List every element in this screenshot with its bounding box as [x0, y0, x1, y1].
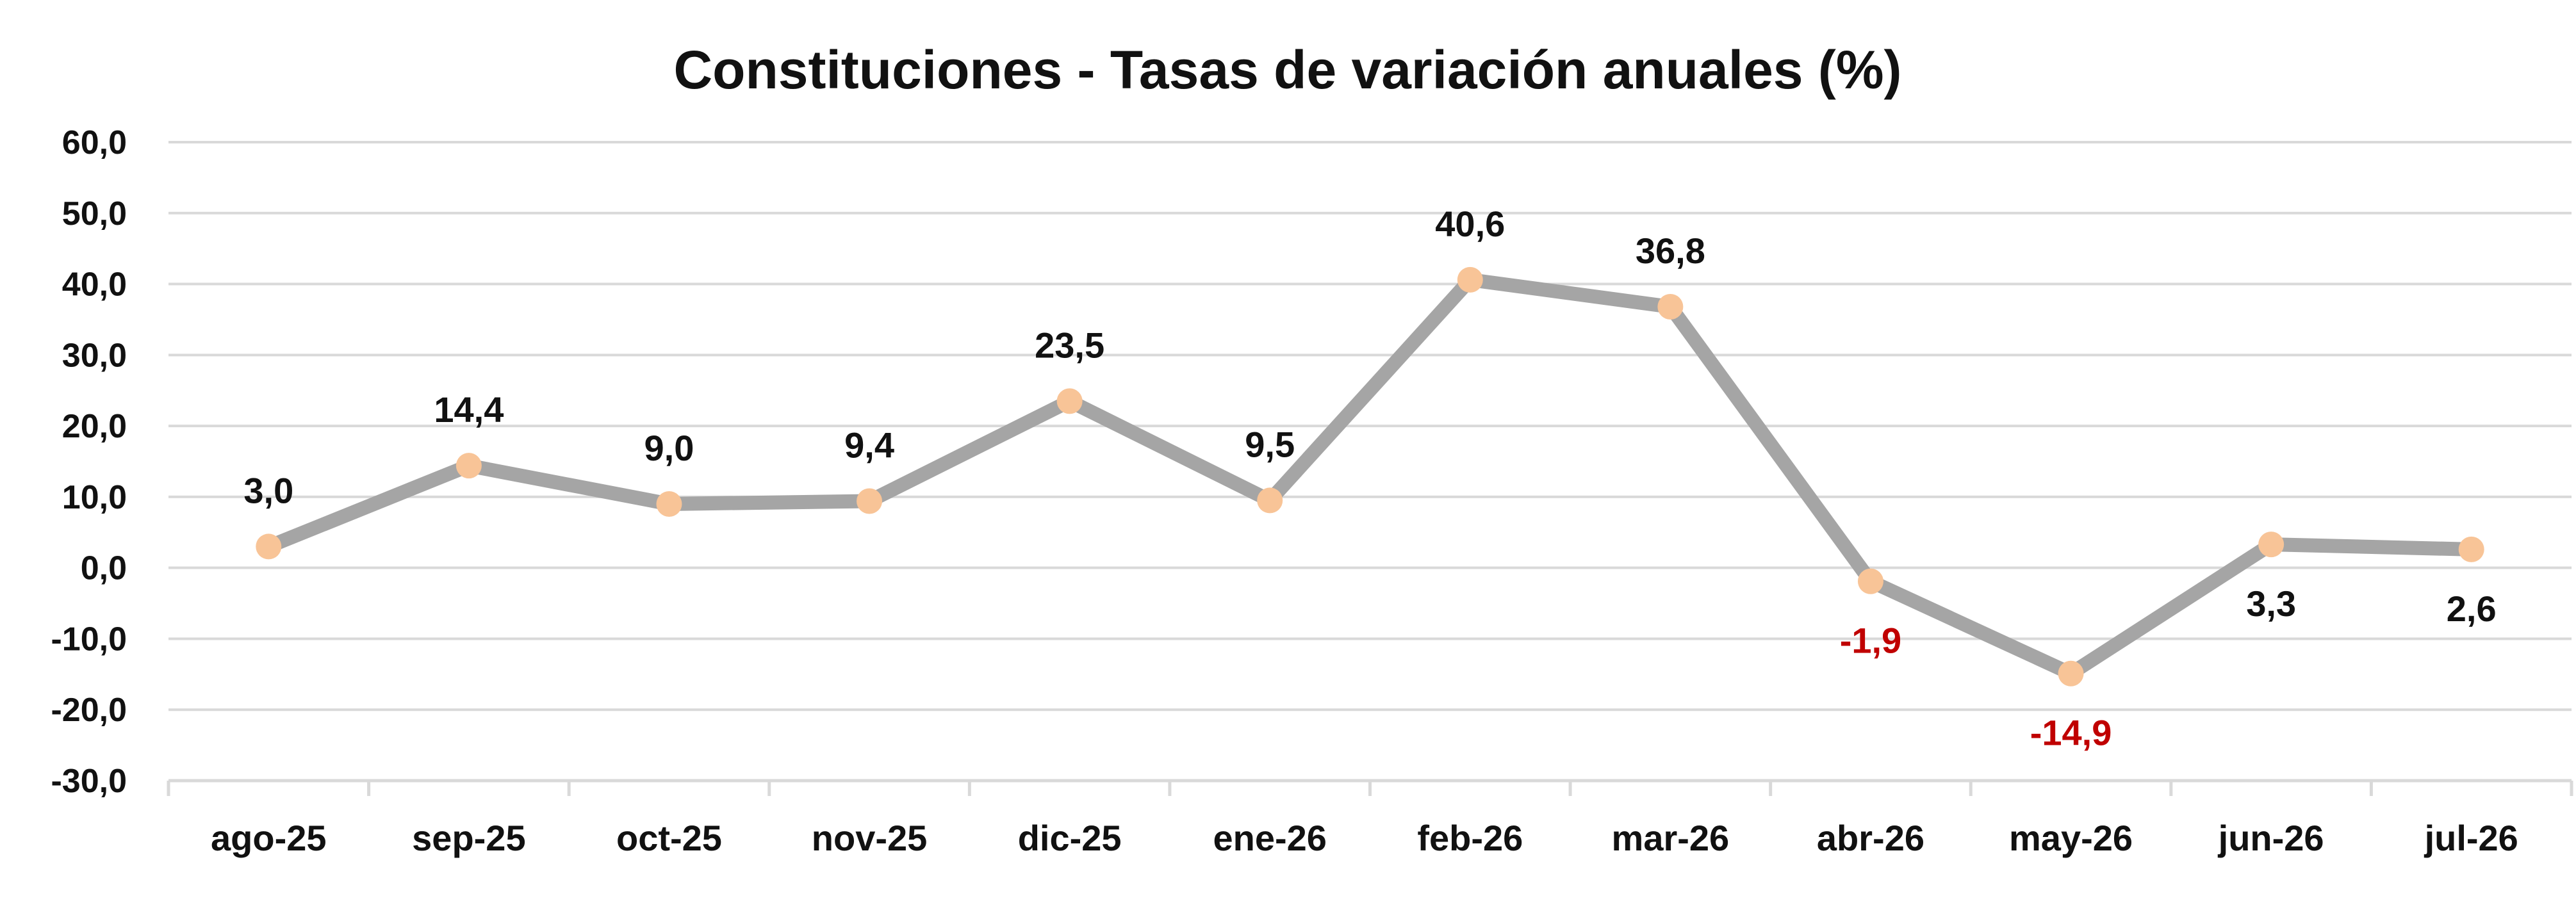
- data-point: [857, 488, 883, 514]
- x-tick-label: mar-26: [1612, 818, 1730, 858]
- chart-title: Constituciones - Tasas de variación anua…: [674, 40, 1902, 100]
- y-tick-label: -10,0: [51, 621, 127, 658]
- data-label: 9,0: [644, 428, 694, 468]
- data-point: [455, 453, 482, 479]
- data-label: 9,4: [844, 425, 894, 466]
- y-tick-label: -30,0: [51, 763, 127, 800]
- y-tick-label: -20,0: [51, 692, 127, 729]
- x-tick-label: abr-26: [1817, 818, 1924, 858]
- x-tick-label: jul-26: [2424, 818, 2518, 858]
- data-label: 3,3: [2246, 583, 2296, 624]
- y-axis-tick-labels: 60,0 50,0 40,0 30,0 20,0 10,0 0,0 -10,0 -20,0 -30…: [51, 124, 127, 800]
- data-point: [2258, 532, 2285, 558]
- x-tick-label: jun-26: [2218, 818, 2324, 858]
- x-tick-label: nov-25: [812, 818, 928, 858]
- x-tick-label: ago-25: [211, 818, 327, 858]
- x-tick-label: feb-26: [1417, 818, 1523, 858]
- data-point: [1457, 266, 1483, 293]
- data-label: 14,4: [434, 389, 504, 430]
- data-point: [2058, 660, 2084, 687]
- data-point: [1657, 294, 1684, 320]
- y-tick-label: 60,0: [62, 124, 127, 161]
- x-tick-label: dic-25: [1018, 818, 1122, 858]
- x-axis: [167, 779, 2573, 796]
- data-point: [1257, 487, 1283, 514]
- data-label: 40,6: [1435, 204, 1505, 244]
- x-tick-label: ene-26: [1213, 818, 1326, 858]
- x-tick-label: sep-25: [412, 818, 525, 858]
- series: [256, 266, 2484, 687]
- x-axis-tick-labels: ago-25 sep-25 oct-25 nov-25 dic-25 ene-26 feb-…: [211, 818, 2518, 858]
- data-labels: 3,0 14,4 9,0 9,4 23,5 9,5 40,6 36,8 -1,9 -14,9 3,3…: [243, 204, 2496, 753]
- y-tick-label: 0,0: [81, 550, 127, 587]
- y-tick-label: 20,0: [62, 408, 127, 445]
- gridlines: [168, 141, 2572, 711]
- data-label: 3,0: [243, 470, 293, 510]
- data-label: 23,5: [1035, 325, 1104, 365]
- data-point: [1857, 568, 1883, 594]
- data-label: 9,5: [1245, 424, 1295, 464]
- y-tick-label: 50,0: [62, 195, 127, 232]
- data-label: -1,9: [1840, 621, 1902, 661]
- y-tick-label: 10,0: [62, 479, 127, 516]
- data-point: [656, 491, 682, 517]
- data-point: [1056, 388, 1083, 414]
- series-line: [261, 272, 2479, 681]
- data-point: [2458, 536, 2484, 562]
- y-tick-label: 30,0: [62, 337, 127, 374]
- x-tick-label: may-26: [2009, 818, 2133, 858]
- x-tick-label: oct-25: [616, 818, 722, 858]
- data-label: 36,8: [1636, 231, 1705, 271]
- data-label: -14,9: [2030, 713, 2112, 753]
- y-tick-label: 40,0: [62, 266, 127, 304]
- data-point: [256, 533, 282, 560]
- data-label: 2,6: [2447, 589, 2497, 629]
